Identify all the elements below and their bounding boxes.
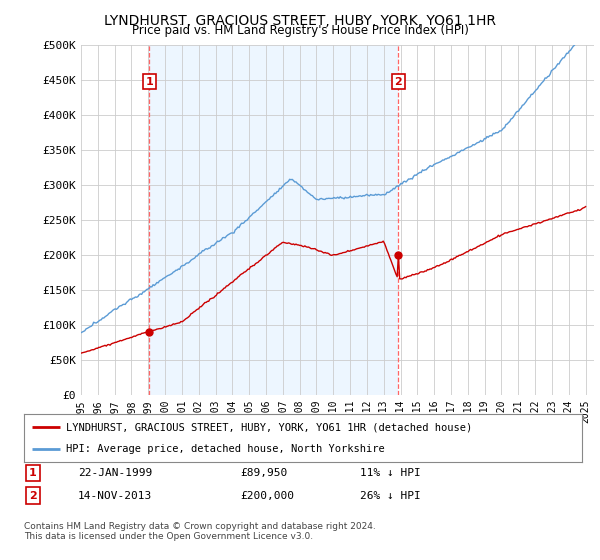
Text: 2: 2: [395, 77, 402, 87]
Text: HPI: Average price, detached house, North Yorkshire: HPI: Average price, detached house, Nort…: [66, 444, 385, 454]
Text: Price paid vs. HM Land Registry's House Price Index (HPI): Price paid vs. HM Land Registry's House …: [131, 24, 469, 37]
Text: LYNDHURST, GRACIOUS STREET, HUBY, YORK, YO61 1HR: LYNDHURST, GRACIOUS STREET, HUBY, YORK, …: [104, 14, 496, 28]
Text: 1: 1: [29, 468, 37, 478]
Text: 26% ↓ HPI: 26% ↓ HPI: [360, 491, 421, 501]
Text: Contains HM Land Registry data © Crown copyright and database right 2024.
This d: Contains HM Land Registry data © Crown c…: [24, 522, 376, 542]
Text: 1: 1: [145, 77, 153, 87]
Text: 14-NOV-2013: 14-NOV-2013: [78, 491, 152, 501]
Text: 22-JAN-1999: 22-JAN-1999: [78, 468, 152, 478]
Text: LYNDHURST, GRACIOUS STREET, HUBY, YORK, YO61 1HR (detached house): LYNDHURST, GRACIOUS STREET, HUBY, YORK, …: [66, 422, 472, 432]
Text: 11% ↓ HPI: 11% ↓ HPI: [360, 468, 421, 478]
Bar: [149, 45, 398, 395]
Text: £89,950: £89,950: [240, 468, 287, 478]
Text: £200,000: £200,000: [240, 491, 294, 501]
Text: 2: 2: [29, 491, 37, 501]
